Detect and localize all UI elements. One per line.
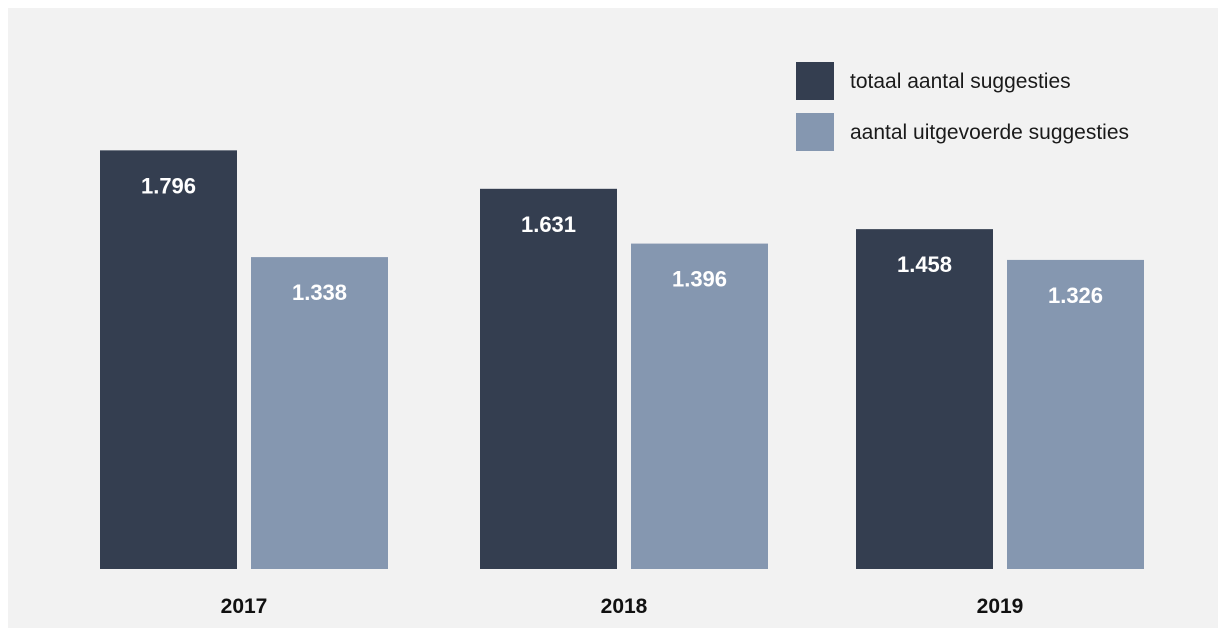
bar-2017-series-2 xyxy=(251,257,388,569)
legend-swatch xyxy=(796,113,834,151)
category-label: 2019 xyxy=(977,595,1024,618)
bar-value-label: 1.396 xyxy=(672,267,727,292)
bar-2018-series-2 xyxy=(631,243,768,569)
category-label: 2018 xyxy=(601,595,648,618)
legend-swatch xyxy=(796,62,834,100)
bar-value-label: 1.796 xyxy=(141,173,196,198)
bar-2019-series-2 xyxy=(1007,259,1144,569)
bar-labels-group: 1.796 1.338 1.631 1.396 1.458 1.326 xyxy=(141,173,1103,308)
bar-value-label: 1.326 xyxy=(1048,283,1103,308)
legend-label: totaal aantal suggesties xyxy=(850,70,1071,93)
bar-value-label: 1.338 xyxy=(292,280,347,305)
bar-2019-series-1 xyxy=(856,229,993,569)
legend: totaal aantal suggesties aantal uitgevoer… xyxy=(796,62,1129,151)
legend-label: aantal uitgevoerde suggesties xyxy=(850,121,1129,144)
category-label: 2017 xyxy=(221,595,268,618)
bar-2017-series-1 xyxy=(100,150,237,569)
category-labels-group: 2017 2018 2019 xyxy=(221,595,1024,618)
bar-2018-series-1 xyxy=(480,188,617,569)
bar-value-label: 1.631 xyxy=(521,212,576,237)
bar-value-label: 1.458 xyxy=(897,252,952,277)
bars-group xyxy=(100,150,1144,569)
